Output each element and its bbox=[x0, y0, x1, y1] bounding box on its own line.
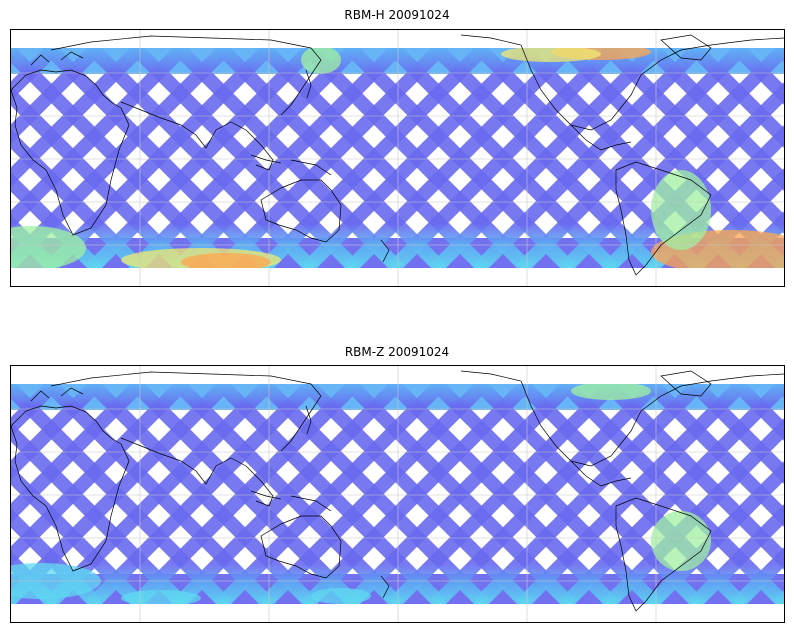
swath-track-desc bbox=[11, 48, 188, 230]
coastline bbox=[30, 51, 84, 66]
swath-track-desc bbox=[345, 48, 575, 268]
coastline bbox=[615, 161, 712, 276]
coastline bbox=[260, 179, 342, 243]
coastline bbox=[305, 405, 312, 435]
swath-track-desc bbox=[732, 211, 784, 268]
swath-track-asc bbox=[732, 384, 784, 441]
swath-track-desc bbox=[130, 384, 360, 604]
swath-track-desc bbox=[11, 384, 102, 480]
swath-map-bottom bbox=[11, 366, 784, 622]
swath-track-desc bbox=[11, 48, 102, 144]
swath-track-desc bbox=[474, 48, 704, 268]
coastline bbox=[250, 490, 332, 512]
swath-hotspot bbox=[501, 48, 601, 62]
coastline bbox=[305, 69, 312, 99]
swath-track-desc bbox=[302, 48, 532, 268]
swath-track-desc bbox=[431, 384, 661, 604]
swath-track-desc bbox=[388, 48, 618, 268]
coastline bbox=[120, 437, 274, 507]
swath-hotspot bbox=[571, 384, 651, 400]
swath-layer bbox=[11, 48, 784, 268]
coastline bbox=[570, 124, 632, 151]
map-title-bottom: RBM-Z 20091024 bbox=[344, 345, 450, 359]
coastline bbox=[660, 34, 712, 61]
coastline bbox=[250, 154, 332, 176]
coastline bbox=[50, 371, 322, 452]
swath-track-desc bbox=[130, 48, 360, 268]
swath-track-desc bbox=[259, 48, 489, 268]
swath-track-desc bbox=[173, 384, 403, 604]
coastline bbox=[380, 239, 390, 263]
swath-track-desc bbox=[603, 82, 784, 268]
swath-track-desc bbox=[302, 384, 532, 604]
coastline bbox=[120, 101, 274, 171]
coastline bbox=[460, 34, 784, 131]
swath-track-desc bbox=[517, 384, 747, 604]
swath-hotspot bbox=[651, 170, 711, 250]
swath-hotspot bbox=[651, 511, 711, 571]
swath-track-desc bbox=[173, 48, 403, 268]
swath-hotspot bbox=[181, 253, 271, 268]
swath-track-desc bbox=[11, 384, 59, 437]
map-panel-top bbox=[10, 29, 785, 287]
coastline bbox=[11, 405, 130, 572]
coastline bbox=[570, 460, 632, 487]
graticule bbox=[11, 30, 784, 286]
swath-track-desc bbox=[87, 48, 317, 268]
swath-track-desc bbox=[775, 590, 784, 604]
swath-track-desc bbox=[216, 384, 446, 604]
swath-track-desc bbox=[388, 384, 618, 604]
swath-hotspot bbox=[11, 226, 86, 268]
swath-track-desc bbox=[11, 48, 59, 101]
map-title-top: RBM-H 20091024 bbox=[344, 8, 450, 22]
coastline bbox=[660, 370, 712, 397]
swath-track-desc bbox=[345, 384, 575, 604]
swath-map-top bbox=[11, 30, 784, 286]
coastline bbox=[615, 497, 712, 612]
swath-track-desc bbox=[11, 48, 145, 187]
coastline bbox=[30, 387, 84, 402]
swath-hotspot bbox=[121, 590, 201, 604]
swath-track-asc bbox=[732, 48, 784, 105]
swath-layer bbox=[11, 384, 784, 604]
swath-track-desc bbox=[87, 384, 317, 604]
map-panel-bottom bbox=[10, 365, 785, 623]
swath-track-desc bbox=[689, 504, 784, 604]
swath-track-desc bbox=[431, 48, 661, 268]
swath-track-desc bbox=[732, 547, 784, 604]
swath-track-desc bbox=[474, 384, 704, 604]
swath-track-desc bbox=[44, 48, 274, 268]
coastlines bbox=[11, 34, 784, 276]
swath-track-asc bbox=[689, 384, 784, 484]
swath-track-desc bbox=[603, 418, 784, 604]
swath-track-asc bbox=[775, 384, 784, 398]
swath-track-desc bbox=[11, 384, 145, 523]
swath-track-desc bbox=[560, 384, 784, 604]
swath-hotspot bbox=[301, 48, 341, 74]
swath-track-desc bbox=[259, 384, 489, 604]
swath-hotspot bbox=[311, 588, 371, 604]
swath-track-desc bbox=[517, 48, 747, 268]
coastline bbox=[380, 575, 390, 599]
swath-track-desc bbox=[11, 384, 188, 566]
swath-track-desc bbox=[216, 48, 446, 268]
coastline bbox=[11, 69, 130, 236]
coastline bbox=[460, 370, 784, 467]
graticule bbox=[11, 366, 784, 622]
coastlines bbox=[11, 370, 784, 612]
coastline bbox=[50, 35, 322, 116]
swath-track-desc bbox=[560, 48, 784, 268]
swath-track-desc bbox=[44, 384, 274, 604]
coastline bbox=[260, 515, 342, 579]
swath-track-asc bbox=[689, 48, 784, 148]
